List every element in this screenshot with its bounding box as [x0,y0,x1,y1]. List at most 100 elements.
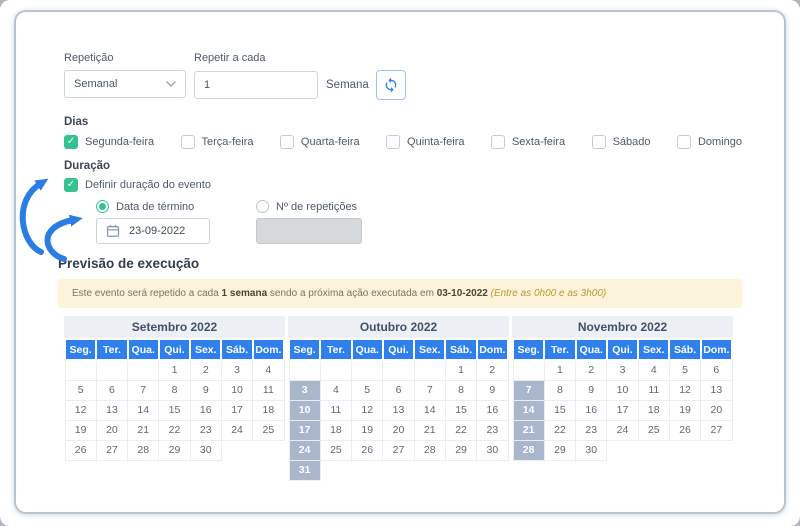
calendar-day-cell: 19 [351,419,384,441]
calendar-day-cell: 15 [444,399,478,421]
calendar-day-cell: 24 [220,419,254,441]
repeat-every-label: Repetir a cada [194,52,266,64]
calendar-day-cell: 2 [575,359,608,381]
calendar-day-cell: 10 [288,399,321,421]
calendar-day-cell: 26 [64,439,97,461]
calendar-day-cell: 11 [252,379,285,401]
calendar-day-cell: 24 [606,419,639,441]
calendar-day-cell: 9 [189,379,222,401]
repetitions-input[interactable] [256,218,362,244]
calendar-day-cell: 13 [700,379,733,401]
calendar-day-cell: 27 [382,439,415,461]
calendar-month-title: Novembro 2022 [512,316,733,338]
calendar-day-cell: 21 [413,419,446,441]
calendar-day-cell [351,359,384,381]
calendar-day-cell: 25 [319,439,353,461]
calendar-day-cell [638,440,669,460]
calendar-day-cell: 15 [543,399,577,421]
calendar-day-cell: 7 [413,379,446,401]
calendar-day-cell: 22 [543,419,577,441]
calendar-day-cell: 12 [668,379,702,401]
day-checkbox-ter-a-feira[interactable]: Terça-feira [180,135,254,149]
day-checkbox-s-bado[interactable]: Sábado [591,135,651,149]
calendar-day-cell: 17 [606,399,639,421]
calendar-day-cell: 30 [575,439,608,461]
repetition-value: Semanal [74,78,118,90]
checkbox-icon [490,135,505,149]
calendar-day-cell [477,460,508,480]
calendar-day-cell: 1 [543,359,577,381]
calendar-day-cell [320,460,351,480]
calendar-day-cell: 14 [512,399,545,421]
repeat-every-input[interactable] [194,71,318,99]
calendar-day-cell: 4 [637,359,670,381]
calendar-day-cell: 7 [127,379,160,401]
calendar-day-cell: 23 [189,419,222,441]
calendar-weekday-header: Qua. [126,338,160,361]
calendar-day-cell: 6 [700,359,733,381]
define-duration-checkbox[interactable]: Definir duração do evento [64,178,742,192]
calendar-day-cell [414,460,445,480]
calendar-day-cell: 10 [220,379,254,401]
calendar-day-cell: 13 [382,399,415,421]
calendar-day-cell: 31 [288,459,321,481]
calendar-day-cell: 29 [444,439,478,461]
calendar-weekday-header: Dom. [251,338,286,361]
calendar-day-cell: 3 [288,379,321,401]
calendar-day-cell: 28 [512,439,545,461]
calendar-weekday-header: Qui. [381,338,416,361]
day-checkbox-quinta-feira[interactable]: Quinta-feira [386,135,465,149]
calendar-weekday-header: Dom. [475,338,510,361]
calendar-day-cell: 9 [476,379,509,401]
calendar-day-cell: 28 [413,439,446,461]
forecast-title: Previsão de execução [58,256,200,271]
calendar-weekday-header: Sáb. [220,338,254,361]
repetitions-radio[interactable]: Nº de repetições [256,200,362,213]
banner-next-date: 03-10-2022 [436,288,488,299]
calendar-day-cell: 3 [606,359,639,381]
calendar-day-cell: 19 [64,419,97,441]
repetition-select[interactable]: Semanal [64,70,186,98]
banner-time-window: (Entre as 0h00 e as 3h00) [487,288,607,299]
calendar-day-cell [607,440,638,460]
duration-heading: Duração [64,160,111,172]
end-date-value: 23-09-2022 [129,225,186,237]
calendar-day-cell: 17 [288,419,321,441]
days-heading: Dias [64,116,89,128]
calendar-day-cell [383,460,414,480]
checkbox-checked-icon [64,178,78,192]
day-checkbox-domingo[interactable]: Domingo [676,135,742,149]
calendar-setembro-2022: Setembro 2022 Seg. Ter. Qua. Qui. Sex. Sáb. Dom… [63,316,286,481]
day-checkbox-segunda-feira[interactable]: Segunda-feira [64,135,154,149]
day-checkbox-sexta-feira[interactable]: Sexta-feira [490,135,565,149]
calendar-day-cell: 21 [512,419,545,441]
calendars-row: Setembro 2022 Seg. Ter. Qua. Qui. Sex. Sáb. Dom… [63,316,742,481]
end-date-input[interactable]: 23-09-2022 [96,218,210,244]
calendar-weekday-header: Qui. [157,338,192,361]
end-date-radio[interactable]: Data de término [96,200,210,213]
calendar-day-cell: 18 [252,399,285,421]
banner-text: Este evento será repetido a cada [72,288,222,299]
calendar-day-cell: 12 [351,399,384,421]
calendar-weekday-header: Qui. [605,338,640,361]
checkbox-icon [676,135,691,149]
calendar-day-cell: 24 [288,439,321,461]
recurrence-settings-card: Repetição Semanal Repetir a cada Semana … [14,10,786,514]
checkbox-icon [386,135,401,149]
calendar-day-cell: 9 [575,379,608,401]
repeat-every-field: Repetir a cada Semana [194,52,406,100]
calendar-day-cell: 22 [444,419,478,441]
calendar-day-cell [445,460,476,480]
refresh-button[interactable] [375,70,406,100]
calendar-day-cell [253,440,284,460]
calendar-weekday-header: Sex. [413,338,447,361]
day-checkbox-quarta-feira[interactable]: Quarta-feira [279,135,360,149]
calendar-day-cell [221,440,252,460]
calendar-day-cell: 15 [158,399,191,421]
calendar-day-cell: 4 [252,359,285,381]
top-row: Repetição Semanal Repetir a cada Semana [64,52,742,100]
calendar-day-cell: 3 [220,359,254,381]
repetitions-option: Nº de repetições [256,200,362,244]
calendar-novembro-2022: Novembro 2022 Seg. Ter. Qua. Qui. Sex. Sáb. Dom… [511,316,734,481]
